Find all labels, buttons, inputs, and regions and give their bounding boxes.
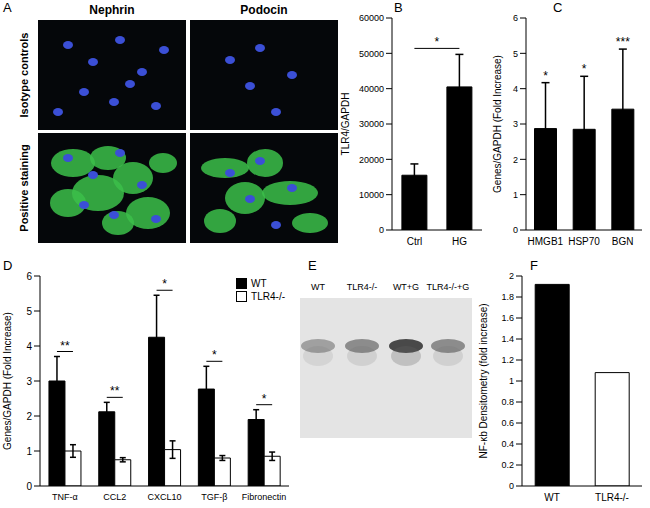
- svg-text:WT+G: WT+G: [393, 282, 419, 292]
- svg-text:40000: 40000: [359, 84, 384, 94]
- html-text:C: C: [553, 0, 563, 15]
- html-text:A: A: [3, 0, 12, 15]
- svg-text:HSP70: HSP70: [568, 236, 600, 247]
- svg-text:2: 2: [26, 411, 32, 422]
- svg-text:0: 0: [509, 481, 514, 491]
- svg-text:*: *: [262, 392, 267, 406]
- svg-text:BGN: BGN: [612, 236, 634, 247]
- svg-text:Nephrin: Nephrin: [89, 3, 134, 17]
- svg-text:0.4: 0.4: [501, 439, 514, 449]
- svg-text:NF-κb Densitometry (fold incre: NF-κb Densitometry (fold increase): [478, 303, 489, 458]
- svg-text:0: 0: [26, 481, 32, 492]
- svg-text:Positive staining: Positive staining: [18, 144, 30, 231]
- svg-text:**: **: [110, 384, 120, 398]
- html-text:TLR4-/-: TLR4-/-: [251, 291, 285, 302]
- svg-text:***: ***: [616, 35, 630, 49]
- svg-text:*: *: [162, 277, 167, 291]
- html-text:WT: WT: [251, 278, 267, 289]
- svg-text:60000: 60000: [359, 13, 384, 23]
- svg-text:*: *: [582, 62, 587, 76]
- svg-text:TGF-β: TGF-β: [201, 492, 227, 502]
- svg-text:1.8: 1.8: [501, 292, 514, 302]
- svg-text:TLR4/GAPDH: TLR4/GAPDH: [340, 93, 351, 156]
- svg-text:WT: WT: [311, 282, 325, 292]
- svg-text:CCL2: CCL2: [103, 492, 126, 502]
- svg-text:0.2: 0.2: [501, 460, 514, 470]
- svg-text:TLR4-/-: TLR4-/-: [347, 282, 378, 292]
- svg-text:1.2: 1.2: [501, 355, 514, 365]
- svg-text:TLR4-/-: TLR4-/-: [595, 492, 629, 503]
- svg-text:3: 3: [513, 119, 518, 129]
- svg-text:*: *: [435, 35, 440, 49]
- svg-text:0: 0: [379, 225, 384, 235]
- svg-text:TNF-α: TNF-α: [52, 492, 78, 502]
- svg-text:10000: 10000: [359, 190, 384, 200]
- svg-text:TLR4-/-+G: TLR4-/-+G: [427, 282, 470, 292]
- svg-text:Ctrl: Ctrl: [407, 236, 423, 247]
- svg-text:50000: 50000: [359, 49, 384, 59]
- html-text:F: F: [530, 258, 538, 273]
- html-text:B: B: [394, 0, 403, 15]
- svg-text:3: 3: [26, 376, 32, 387]
- svg-text:6: 6: [513, 13, 518, 23]
- svg-text:1: 1: [509, 376, 514, 386]
- svg-text:30000: 30000: [359, 119, 384, 129]
- svg-text:HMGB1: HMGB1: [528, 236, 564, 247]
- svg-text:1.6: 1.6: [501, 313, 514, 323]
- svg-text:Genes/GAPDH (Fold Increase): Genes/GAPDH (Fold Increase): [492, 55, 503, 193]
- svg-text:CXCL10: CXCL10: [147, 492, 181, 502]
- svg-text:1: 1: [26, 446, 32, 457]
- svg-text:*: *: [543, 69, 548, 83]
- svg-text:Genes/GAPDH (Fold Increase): Genes/GAPDH (Fold Increase): [8, 312, 13, 450]
- html-text:E: E: [308, 258, 317, 273]
- svg-text:HG: HG: [452, 236, 467, 247]
- svg-text:6: 6: [26, 271, 32, 282]
- svg-text:1: 1: [513, 190, 518, 200]
- svg-text:4: 4: [26, 341, 32, 352]
- svg-text:2: 2: [513, 155, 518, 165]
- html-text:D: D: [3, 258, 13, 273]
- svg-text:4: 4: [513, 84, 518, 94]
- svg-text:20000: 20000: [359, 155, 384, 165]
- svg-text:WT: WT: [544, 492, 560, 503]
- svg-text:**: **: [60, 339, 70, 353]
- svg-text:*: *: [212, 348, 217, 362]
- svg-text:0.6: 0.6: [501, 418, 514, 428]
- svg-text:Isotype controls: Isotype controls: [18, 33, 30, 118]
- svg-text:0.8: 0.8: [501, 397, 514, 407]
- svg-text:Fibronectin: Fibronectin: [242, 492, 287, 502]
- svg-text:Podocin: Podocin: [240, 3, 287, 17]
- svg-text:2: 2: [509, 271, 514, 281]
- svg-text:0: 0: [513, 225, 518, 235]
- svg-text:5: 5: [26, 306, 32, 317]
- svg-text:1.4: 1.4: [501, 334, 514, 344]
- svg-text:5: 5: [513, 49, 518, 59]
